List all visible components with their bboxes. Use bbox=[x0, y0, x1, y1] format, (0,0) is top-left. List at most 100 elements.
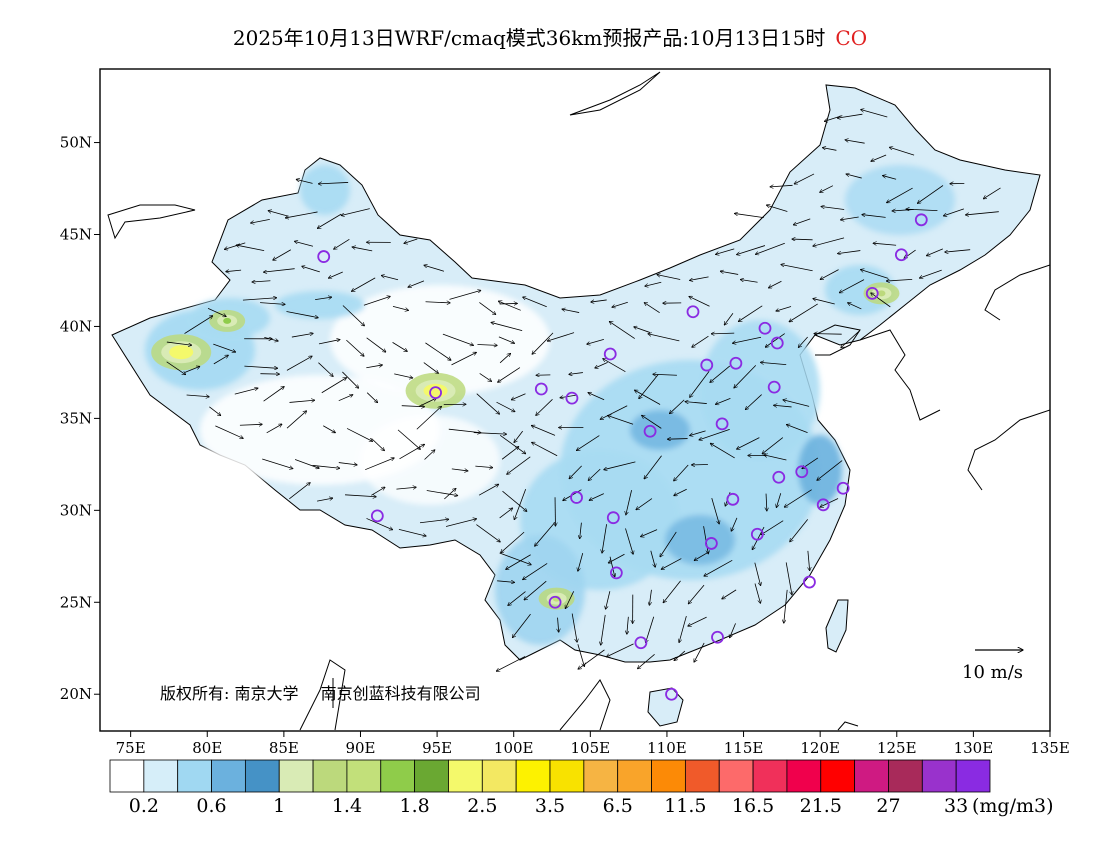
wind-vector bbox=[887, 187, 913, 203]
wind-vector bbox=[734, 213, 764, 219]
wind-vector bbox=[425, 302, 451, 303]
wind-vector bbox=[396, 487, 416, 489]
wind-vector bbox=[342, 371, 358, 388]
city-marker bbox=[429, 386, 442, 400]
wind-vector bbox=[790, 519, 809, 541]
wind-vector bbox=[793, 218, 811, 225]
wind-vector bbox=[606, 643, 634, 657]
wind-vector bbox=[648, 334, 680, 342]
lon-tick-label: 120E bbox=[800, 739, 840, 757]
colorbar-swatch bbox=[481, 759, 517, 793]
lat-tick-label: 35N bbox=[60, 409, 92, 427]
wind-vector bbox=[318, 340, 340, 345]
wind-vector bbox=[776, 306, 792, 311]
wind-vector bbox=[595, 362, 608, 368]
city-marker bbox=[894, 248, 908, 262]
lon-tick-label: 100E bbox=[494, 739, 534, 757]
wind-vector bbox=[294, 459, 319, 468]
wind-vector bbox=[451, 468, 468, 471]
wind-vector bbox=[316, 498, 333, 502]
wind-vector bbox=[667, 439, 688, 440]
wind-vector bbox=[511, 393, 526, 400]
city-marker bbox=[370, 509, 384, 523]
city-marker bbox=[534, 382, 548, 396]
wind-vector bbox=[524, 580, 547, 600]
wind-vector bbox=[536, 399, 553, 415]
city-marker bbox=[914, 213, 928, 227]
wind-vector bbox=[720, 271, 739, 275]
copyright: 版权所有: 南京大学 南京创蓝科技有限公司 bbox=[160, 680, 481, 704]
lon-tick-label: 110E bbox=[647, 739, 687, 757]
wind-vector bbox=[783, 400, 810, 407]
wind-vector bbox=[338, 395, 353, 402]
colorbar-label: 16.5 bbox=[731, 795, 775, 817]
plume-core bbox=[169, 345, 194, 360]
wind-vector bbox=[625, 528, 633, 554]
wind-vector bbox=[523, 297, 547, 308]
colorbar-swatch bbox=[955, 759, 991, 793]
wind-vector bbox=[692, 335, 709, 347]
wind-vector bbox=[451, 352, 477, 366]
wind-vector bbox=[286, 311, 318, 317]
city-marker bbox=[767, 380, 781, 394]
wind-vector bbox=[323, 425, 335, 433]
wind-vector bbox=[609, 321, 635, 339]
wind-vector bbox=[738, 305, 763, 322]
wind-vector bbox=[473, 433, 507, 435]
wind-reference-label: 10 m/s bbox=[962, 662, 1023, 683]
colorbar-swatch bbox=[921, 759, 957, 793]
wind-vector bbox=[761, 520, 784, 535]
colorbar-swatch bbox=[143, 759, 179, 793]
wind-vector bbox=[710, 443, 735, 459]
wind-vector bbox=[346, 428, 372, 441]
wind-vector bbox=[268, 211, 289, 217]
wind-vector bbox=[479, 373, 492, 381]
colorbar-swatch bbox=[684, 759, 720, 793]
wind-vector bbox=[476, 524, 500, 542]
wind-vector bbox=[644, 455, 662, 479]
city-marker bbox=[750, 527, 764, 541]
wind-vector bbox=[660, 531, 677, 557]
wind-vector bbox=[260, 303, 285, 305]
wind-vector bbox=[754, 562, 761, 586]
wind-vector bbox=[674, 650, 686, 661]
colorbar-swatch bbox=[515, 759, 551, 793]
colorbar-label: 21.5 bbox=[799, 795, 842, 817]
colorbar-label: 6.5 bbox=[602, 795, 633, 817]
wind-vector bbox=[448, 428, 481, 433]
wind-vector bbox=[264, 268, 295, 272]
wind-vector bbox=[560, 394, 577, 398]
city-marker bbox=[665, 687, 678, 701]
wind-vector bbox=[755, 242, 785, 254]
colorbar-unit: (mg/m3) bbox=[972, 795, 1054, 817]
wind-vector bbox=[740, 279, 758, 283]
wind-vector bbox=[398, 528, 426, 536]
wind-vector bbox=[837, 113, 863, 118]
lat-tick-label: 45N bbox=[60, 226, 92, 244]
plume-core bbox=[423, 383, 448, 398]
city-marker bbox=[711, 630, 724, 644]
wind-vector bbox=[475, 466, 492, 468]
wind-vector bbox=[588, 393, 605, 401]
wind-vector bbox=[646, 616, 655, 643]
wind-vector bbox=[425, 342, 451, 360]
colorbar-label: 3.5 bbox=[534, 795, 566, 817]
wind-vector bbox=[636, 498, 653, 510]
wind-vector bbox=[394, 373, 413, 378]
wind-vector bbox=[479, 302, 495, 314]
wind-vector bbox=[690, 370, 710, 397]
wind-vector bbox=[496, 656, 526, 671]
wind-vector bbox=[263, 386, 285, 402]
colorbar-swatch bbox=[752, 759, 788, 793]
wind-vector bbox=[535, 521, 556, 546]
wind-vector bbox=[392, 342, 408, 351]
wind-vector bbox=[392, 305, 409, 310]
city-marker bbox=[317, 250, 331, 263]
wind-vector bbox=[346, 339, 364, 356]
wind-vector bbox=[591, 299, 607, 302]
wind-vector bbox=[965, 211, 999, 215]
colorbar-swatch bbox=[820, 759, 856, 793]
wind-vector bbox=[674, 464, 689, 481]
pollutant-label: CO bbox=[835, 26, 868, 50]
